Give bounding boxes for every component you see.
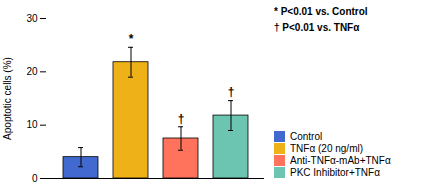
html-text:TNFα (20 ng/ml): TNFα (20 ng/ml) <box>290 143 363 154</box>
html-text:Anti-TNFα-mAb+TNFα: Anti-TNFα-mAb+TNFα <box>290 155 391 166</box>
svg-text:20: 20 <box>26 66 38 77</box>
svg-text:0: 0 <box>32 173 38 184</box>
html-text:† P<0.01 vs. TNFα: † P<0.01 vs. TNFα <box>274 22 360 33</box>
svg-text:30: 30 <box>26 13 38 24</box>
svg-text:†: † <box>228 85 235 99</box>
svg-text:10: 10 <box>26 119 38 130</box>
svg-text:*: * <box>129 32 134 46</box>
html-text:PKC Inhibitor+TNFα: PKC Inhibitor+TNFα <box>290 167 380 178</box>
svg-text:Apoptotic cells (%): Apoptotic cells (%) <box>2 57 13 140</box>
svg-text:†: † <box>178 112 185 126</box>
html-text:Control: Control <box>290 131 323 142</box>
html-text:* P<0.01 vs. Control: * P<0.01 vs. Control <box>274 6 368 17</box>
